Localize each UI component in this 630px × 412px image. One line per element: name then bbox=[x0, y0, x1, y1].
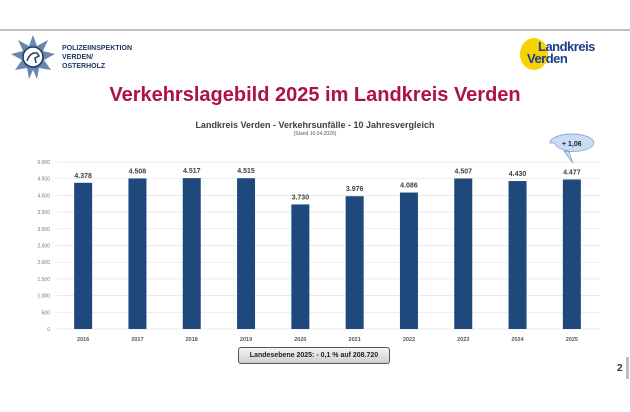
data-label: 4.430 bbox=[509, 171, 527, 178]
x-tick-label: 2022 bbox=[403, 337, 415, 343]
bar-2022 bbox=[399, 192, 418, 329]
org-line: OSTERHOLZ bbox=[62, 63, 106, 70]
y-tick-label: 3.000 bbox=[37, 227, 50, 233]
page-title: Verkehrslagebild 2025 im Landkreis Verde… bbox=[109, 84, 521, 106]
chart-subtitle: (Stand 10.04.2026) bbox=[293, 131, 337, 137]
data-label: 4.517 bbox=[183, 168, 201, 175]
landkreis-logo: Landkreis Verden bbox=[520, 38, 600, 72]
y-tick-label: 500 bbox=[42, 310, 51, 316]
data-label: 4.515 bbox=[237, 168, 255, 175]
data-label: 3.730 bbox=[292, 194, 310, 201]
bar-2017 bbox=[128, 178, 147, 329]
data-label: 4.378 bbox=[74, 173, 92, 180]
y-tick-label: 2.500 bbox=[37, 244, 50, 250]
y-tick-label: 1.500 bbox=[37, 277, 50, 283]
x-tick-label: 2021 bbox=[349, 337, 361, 343]
logo-text-verden: Verden bbox=[527, 51, 568, 66]
bar-2019 bbox=[237, 178, 256, 329]
callout-text: + 1,06 bbox=[562, 141, 582, 148]
x-tick-label: 2023 bbox=[457, 337, 469, 343]
y-tick-label: 0 bbox=[47, 327, 50, 333]
bar-2016 bbox=[74, 182, 93, 329]
y-tick-label: 2.000 bbox=[37, 260, 50, 266]
data-label: 3.976 bbox=[346, 186, 364, 193]
bar-2023 bbox=[454, 178, 473, 329]
data-label: 4.086 bbox=[400, 183, 418, 190]
x-tick-label: 2025 bbox=[566, 337, 578, 343]
page-edge-bar bbox=[626, 357, 629, 379]
callout-bubble bbox=[549, 133, 595, 164]
org-line: VERDEN/ bbox=[62, 54, 94, 61]
police-org-name: POLIZEIINSPEKTION VERDEN/ OSTERHOLZ bbox=[62, 44, 132, 71]
data-label: 4.508 bbox=[129, 168, 147, 175]
x-tick-label: 2019 bbox=[240, 337, 252, 343]
page-number: 2 bbox=[617, 363, 623, 374]
data-label: 4.507 bbox=[454, 168, 472, 175]
chart-title: Landkreis Verden - Verkehrsunfälle - 10 … bbox=[195, 120, 435, 130]
x-tick-label: 2024 bbox=[511, 337, 524, 343]
bar-2020 bbox=[291, 204, 310, 329]
y-tick-label: 4.000 bbox=[37, 193, 50, 199]
logo-text-landkreis: Landkreis bbox=[538, 39, 595, 54]
bar-2024 bbox=[508, 181, 527, 329]
state-level-note: Landesebene 2025: - 0,1 % auf 208.720 bbox=[238, 347, 390, 364]
top-divider bbox=[0, 29, 630, 31]
x-tick-label: 2016 bbox=[77, 337, 89, 343]
org-line: POLIZEIINSPEKTION bbox=[62, 45, 133, 52]
bar-2018 bbox=[182, 178, 201, 329]
y-tick-label: 5.000 bbox=[37, 160, 50, 166]
data-label: 4.477 bbox=[563, 169, 581, 176]
bar-2025 bbox=[562, 179, 581, 329]
bar-2021 bbox=[345, 196, 364, 329]
police-star-logo bbox=[11, 35, 55, 79]
x-tick-label: 2020 bbox=[294, 337, 306, 343]
y-tick-label: 1.000 bbox=[37, 294, 50, 300]
x-tick-label: 2017 bbox=[131, 337, 143, 343]
y-tick-label: 4.500 bbox=[37, 177, 50, 183]
x-tick-label: 2018 bbox=[186, 337, 198, 343]
logo-yellow-shape bbox=[520, 38, 548, 70]
y-tick-label: 3.500 bbox=[37, 210, 50, 216]
